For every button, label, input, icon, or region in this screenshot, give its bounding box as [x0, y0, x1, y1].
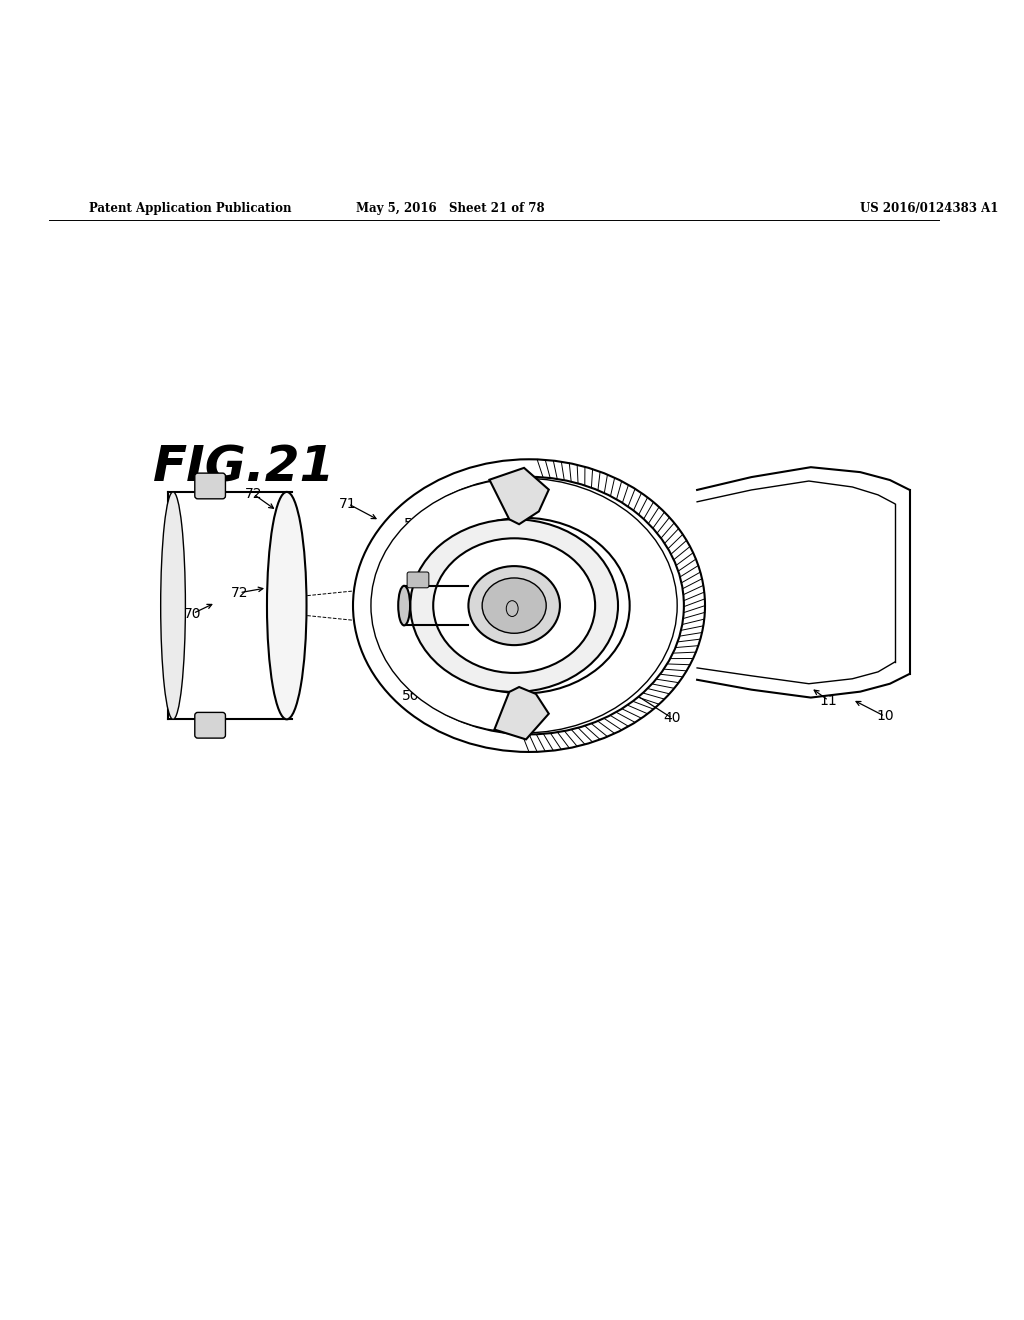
Ellipse shape: [353, 459, 705, 752]
Text: 72: 72: [245, 487, 262, 500]
FancyBboxPatch shape: [408, 572, 429, 587]
Text: 11: 11: [820, 693, 838, 708]
FancyBboxPatch shape: [195, 473, 225, 499]
Ellipse shape: [371, 478, 677, 733]
Ellipse shape: [419, 517, 630, 693]
Ellipse shape: [411, 519, 618, 692]
Text: 59: 59: [379, 606, 396, 620]
Polygon shape: [489, 467, 549, 524]
Ellipse shape: [398, 586, 410, 626]
Text: FIG.21: FIG.21: [154, 444, 336, 491]
Ellipse shape: [482, 578, 546, 634]
Ellipse shape: [446, 541, 601, 671]
Text: 58: 58: [403, 516, 421, 531]
Text: 40: 40: [664, 711, 681, 725]
Ellipse shape: [468, 566, 560, 645]
Text: 30: 30: [474, 715, 492, 729]
FancyBboxPatch shape: [195, 713, 225, 738]
Text: 71: 71: [339, 496, 357, 511]
Text: May 5, 2016   Sheet 21 of 78: May 5, 2016 Sheet 21 of 78: [355, 202, 544, 215]
Text: 55: 55: [454, 492, 471, 507]
Ellipse shape: [433, 539, 595, 673]
Ellipse shape: [161, 492, 185, 719]
Text: 41: 41: [512, 705, 529, 719]
Polygon shape: [495, 686, 549, 739]
Text: 58: 58: [423, 663, 441, 677]
Text: US 2016/0124383 A1: US 2016/0124383 A1: [860, 202, 998, 215]
Text: 51: 51: [503, 696, 520, 710]
Text: 10: 10: [877, 709, 894, 723]
Ellipse shape: [374, 477, 684, 734]
Ellipse shape: [267, 492, 306, 719]
Text: 70: 70: [184, 606, 202, 620]
Text: 50: 50: [401, 689, 419, 702]
Text: Patent Application Publication: Patent Application Publication: [89, 202, 292, 215]
Text: 72: 72: [230, 586, 248, 599]
